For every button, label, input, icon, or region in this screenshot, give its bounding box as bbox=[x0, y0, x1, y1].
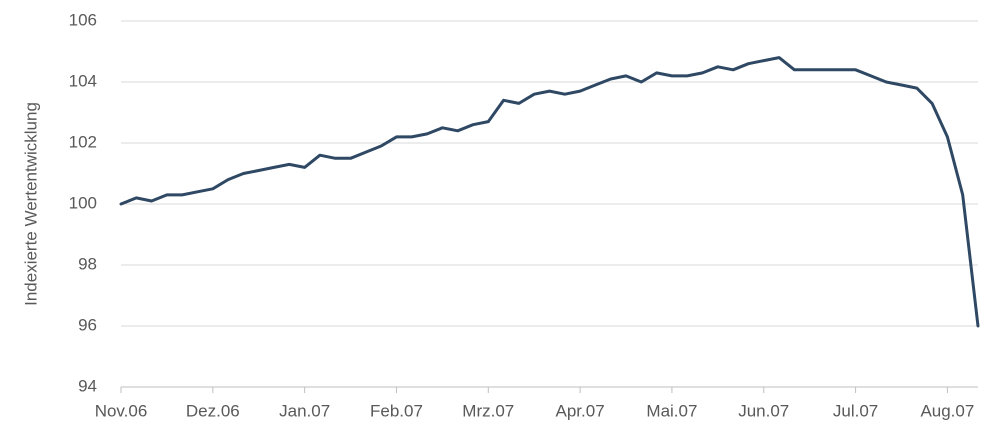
x-tick-label: Jun.07 bbox=[738, 401, 789, 420]
x-tick-label: Mrz.07 bbox=[462, 401, 514, 420]
y-tick-label: 94 bbox=[78, 376, 97, 395]
x-tick-label: Nov.06 bbox=[95, 401, 148, 420]
x-tick-label: Dez.06 bbox=[186, 401, 240, 420]
y-tick-label: 104 bbox=[69, 71, 97, 90]
line-series bbox=[119, 56, 980, 328]
x-tick-label: Aug.07 bbox=[920, 401, 974, 420]
y-tick-label: 96 bbox=[78, 315, 97, 334]
y-tick-label: 98 bbox=[78, 254, 97, 273]
x-tick-label: Jan.07 bbox=[279, 401, 330, 420]
y-tick-label: 102 bbox=[69, 132, 97, 151]
y-tick-label: 100 bbox=[69, 193, 97, 212]
x-tick-label: Jul.07 bbox=[833, 401, 878, 420]
y-tick-label: 106 bbox=[69, 10, 97, 29]
y-axis-label: Indexierte Wertentwicklung bbox=[21, 102, 40, 306]
x-tick-label: Feb.07 bbox=[370, 401, 423, 420]
x-tick-label: Mai.07 bbox=[646, 401, 697, 420]
x-tick-label: Apr.07 bbox=[556, 401, 605, 420]
